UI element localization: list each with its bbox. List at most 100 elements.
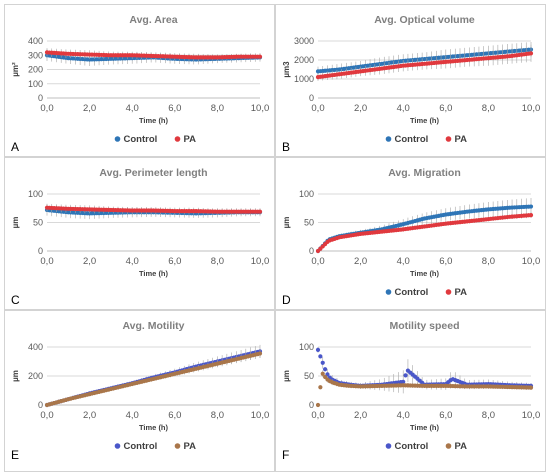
- y-tick-label: 200: [28, 65, 43, 75]
- y-tick-label: 100: [299, 189, 314, 199]
- x-tick-label: 0,0: [40, 410, 53, 421]
- legend-label: PA: [184, 441, 197, 452]
- y-tick-label: 0: [309, 246, 314, 256]
- panel-motility-speed: Motility speed 0 50 100 0,0 2,0 4,0 6,0 8,0 10,0 T…: [275, 310, 546, 472]
- y-axis-label: µm3: [282, 61, 291, 78]
- legend-label: Control: [395, 134, 429, 145]
- data-point: [528, 212, 534, 218]
- panel-avg-migration: Avg. Migration 0 50 100 0,0 2,0 4,0 6,0 8,0 10,0 T…: [275, 157, 546, 310]
- data-point: [318, 354, 323, 359]
- x-tick-label: 8,0: [211, 256, 224, 267]
- y-tick-label: 400: [28, 342, 43, 352]
- legend-marker: [385, 443, 392, 449]
- chart-svg: Avg. Perimeter length 0 50 100 0,0 2,0 4,0 6,0 8…: [11, 167, 269, 307]
- chart-svg: Avg. Migration 0 50 100 0,0 2,0 4,0 6,0 8,0 10,0 T…: [282, 167, 541, 307]
- x-tick-label: 0,0: [40, 256, 53, 267]
- x-tick-label: 8,0: [211, 103, 224, 114]
- x-axis-label: Time (h): [139, 116, 169, 125]
- data-point: [257, 54, 263, 59]
- series-pa: [44, 203, 263, 215]
- x-tick-label: 2,0: [83, 410, 96, 421]
- x-tick-label: 2,0: [83, 103, 96, 114]
- chart-title: Motility speed: [389, 320, 459, 332]
- x-tick-label: 4,0: [397, 256, 410, 267]
- x-tick-label: 6,0: [168, 103, 181, 114]
- x-tick-label: 8,0: [482, 103, 495, 114]
- x-tick-label: 2,0: [354, 410, 367, 421]
- x-tick-label: 2,0: [354, 256, 367, 267]
- data-point: [320, 360, 325, 365]
- x-tick-label: 10,0: [522, 103, 541, 114]
- chart-title: Avg. Optical volume: [374, 14, 475, 26]
- legend-label: Control: [395, 441, 429, 452]
- panel-letter: A: [11, 140, 19, 154]
- series-pa: [44, 349, 263, 408]
- x-axis-label: Time (h): [139, 269, 169, 278]
- legend-label: PA: [455, 441, 468, 452]
- chart-svg: Motility speed 0 50 100 0,0 2,0 4,0 6,0 8,0 10,0 T…: [282, 320, 540, 462]
- x-tick-label: 0,0: [40, 103, 53, 114]
- y-tick-label: 0: [38, 93, 43, 103]
- legend-label: PA: [455, 134, 468, 145]
- x-tick-label: 0,0: [311, 103, 324, 114]
- legend-marker: [174, 136, 181, 142]
- x-tick-label: 6,0: [439, 256, 452, 267]
- data-point: [257, 351, 263, 356]
- legend-label: PA: [455, 287, 468, 298]
- y-tick-label: 0: [38, 246, 43, 256]
- data-point: [403, 373, 408, 378]
- chart-svg: Avg. Optical volume 0 1000 2000 3000 0,0 2,0 4,…: [282, 14, 541, 154]
- x-tick-label: 0,0: [311, 410, 324, 421]
- x-tick-label: 6,0: [439, 410, 452, 421]
- x-tick-label: 6,0: [439, 103, 452, 114]
- data-point: [315, 402, 321, 408]
- data-point: [320, 371, 325, 376]
- legend-marker: [114, 136, 121, 142]
- panel-letter: B: [282, 140, 290, 154]
- legend-marker: [445, 443, 452, 449]
- series-pa: [315, 370, 534, 408]
- y-tick-label: 300: [28, 50, 43, 60]
- y-tick-label: 50: [304, 218, 314, 228]
- y-tick-label: 200: [28, 371, 43, 381]
- panel-avg-motility: Avg. Motility 0 200 400 0,0 2,0 4,0 6,0 8,0 10,0 T…: [4, 310, 275, 472]
- data-point: [315, 347, 321, 352]
- legend-label: Control: [124, 441, 158, 452]
- chart-svg: Avg. Area 0 100 200 300 400 0,0 2,0 4,0 6,0 8,0 10,…: [11, 14, 269, 154]
- y-tick-label: 50: [33, 218, 43, 228]
- chart-title: Avg. Area: [129, 14, 177, 26]
- y-axis-label: µm: [282, 370, 291, 382]
- panel-letter: E: [11, 448, 19, 462]
- legend-label: Control: [395, 287, 429, 298]
- chart-svg: Avg. Motility 0 200 400 0,0 2,0 4,0 6,0 8,0 10,0 T…: [11, 320, 269, 462]
- x-tick-label: 4,0: [397, 103, 410, 114]
- y-tick-label: 100: [28, 79, 43, 89]
- y-tick-label: 2000: [294, 55, 314, 65]
- y-tick-label: 0: [38, 400, 43, 410]
- panel-letter: C: [11, 293, 20, 307]
- x-tick-label: 4,0: [397, 410, 410, 421]
- legend-marker: [445, 136, 452, 142]
- y-tick-label: 3000: [294, 36, 314, 46]
- x-tick-label: 8,0: [482, 410, 495, 421]
- y-axis-label: µm²: [11, 62, 20, 77]
- y-tick-label: 100: [28, 189, 43, 199]
- data-point: [528, 385, 534, 390]
- data-point: [323, 367, 328, 372]
- x-tick-label: 8,0: [211, 410, 224, 421]
- x-axis-label: Time (h): [139, 423, 169, 432]
- x-tick-label: 2,0: [83, 256, 96, 267]
- x-tick-label: 10,0: [522, 256, 541, 267]
- legend-marker: [385, 136, 392, 142]
- y-tick-label: 400: [28, 36, 43, 46]
- x-tick-label: 8,0: [482, 256, 495, 267]
- x-tick-label: 4,0: [126, 410, 139, 421]
- x-tick-label: 4,0: [126, 103, 139, 114]
- series-pa: [315, 212, 534, 254]
- y-tick-label: 1000: [294, 74, 314, 84]
- y-axis-label: µm: [11, 370, 20, 382]
- y-tick-label: 0: [309, 400, 314, 410]
- data-point: [401, 379, 406, 384]
- x-axis-label: Time (h): [410, 116, 440, 125]
- x-tick-label: 6,0: [168, 256, 181, 267]
